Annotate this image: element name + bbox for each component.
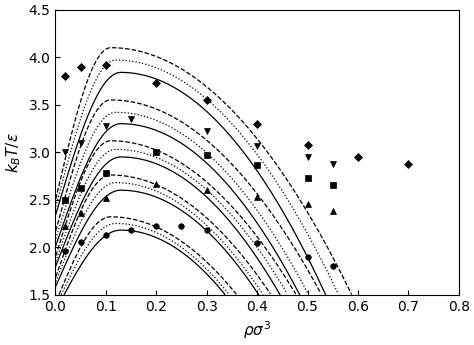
Y-axis label: $k_B T/\varepsilon$: $k_B T/\varepsilon$ bbox=[4, 132, 23, 172]
X-axis label: $\rho\sigma^3$: $\rho\sigma^3$ bbox=[243, 319, 271, 341]
